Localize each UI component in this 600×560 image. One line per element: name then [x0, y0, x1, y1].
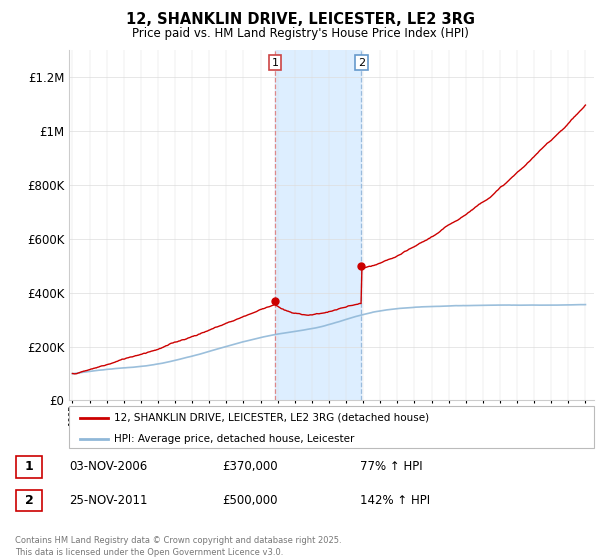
- Text: 12, SHANKLIN DRIVE, LEICESTER, LE2 3RG: 12, SHANKLIN DRIVE, LEICESTER, LE2 3RG: [125, 12, 475, 27]
- Text: 2: 2: [25, 494, 34, 507]
- FancyBboxPatch shape: [69, 406, 594, 448]
- Text: 1: 1: [271, 58, 278, 68]
- Text: 142% ↑ HPI: 142% ↑ HPI: [360, 493, 430, 507]
- Text: 77% ↑ HPI: 77% ↑ HPI: [360, 460, 422, 473]
- Text: 1: 1: [25, 460, 34, 473]
- FancyBboxPatch shape: [16, 489, 43, 511]
- Text: HPI: Average price, detached house, Leicester: HPI: Average price, detached house, Leic…: [113, 434, 354, 444]
- Text: 12, SHANKLIN DRIVE, LEICESTER, LE2 3RG (detached house): 12, SHANKLIN DRIVE, LEICESTER, LE2 3RG (…: [113, 413, 429, 423]
- FancyBboxPatch shape: [16, 456, 43, 478]
- Text: 25-NOV-2011: 25-NOV-2011: [69, 493, 148, 507]
- Text: £500,000: £500,000: [222, 493, 277, 507]
- Text: Contains HM Land Registry data © Crown copyright and database right 2025.
This d: Contains HM Land Registry data © Crown c…: [15, 536, 341, 557]
- Text: £370,000: £370,000: [222, 460, 278, 473]
- Bar: [275, 50, 361, 400]
- Text: Price paid vs. HM Land Registry's House Price Index (HPI): Price paid vs. HM Land Registry's House …: [131, 27, 469, 40]
- Text: 2: 2: [358, 58, 365, 68]
- Text: 03-NOV-2006: 03-NOV-2006: [69, 460, 147, 473]
